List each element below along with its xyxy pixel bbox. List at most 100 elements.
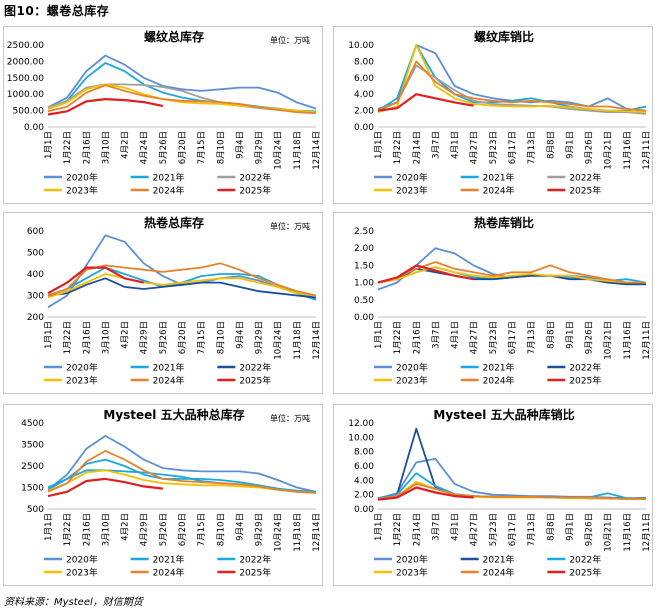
series-line-2025年 bbox=[377, 264, 474, 284]
y-tick-label: 2.00 bbox=[354, 107, 374, 117]
series-line-2025年 bbox=[377, 486, 474, 501]
series-line-2022年 bbox=[377, 64, 647, 115]
x-tick-label: 4月29日 bbox=[140, 513, 150, 546]
series-line-2024年 bbox=[377, 60, 647, 112]
x-tick-label: 1月22日 bbox=[63, 131, 73, 164]
legend-label: 2025年 bbox=[239, 567, 271, 579]
x-tick-label: 1月22日 bbox=[63, 513, 73, 546]
x-tick-label: 1月1日 bbox=[374, 131, 384, 159]
x-tick-label: 6月20日 bbox=[178, 321, 188, 354]
legend-label: 2023年 bbox=[396, 567, 428, 579]
legend-label: 2024年 bbox=[153, 185, 185, 197]
chart-title: 热卷总库存 bbox=[144, 215, 204, 230]
legend-label: 2020年 bbox=[66, 362, 98, 374]
x-tick-label: 12月11日 bbox=[642, 131, 652, 170]
y-tick-label: 1.50 bbox=[354, 261, 374, 271]
x-tick-label: 9月29日 bbox=[255, 321, 265, 354]
chart-panel-hrc-ratio: 热卷库销比 0.00 0.50 1.00 1.50 2.00 2.50 1月1日 1月22日 2月… bbox=[333, 212, 653, 394]
y-tick-label: 0.00 bbox=[24, 123, 44, 133]
chart-svg-2: 热卷总库存 单位：万吨 200 300 400 500 600 1月1日 1月22日 2月16日 3… bbox=[27, 215, 322, 387]
x-tick-label: 4月1日 bbox=[451, 513, 461, 541]
legend-label: 2021年 bbox=[483, 554, 515, 566]
x-tick-label: 11月16日 bbox=[623, 131, 633, 170]
legend-label: 2024年 bbox=[483, 185, 515, 197]
x-tick-label: 9月1日 bbox=[565, 513, 575, 541]
legend-label: 2023年 bbox=[396, 375, 428, 387]
x-tick-label: 9月4日 bbox=[235, 513, 245, 541]
x-tick-label: 9月1日 bbox=[565, 321, 575, 349]
x-tick-label: 4月2日 bbox=[121, 131, 131, 159]
y-tick-label: 1000.00 bbox=[7, 90, 44, 100]
legend-label: 2020年 bbox=[396, 172, 428, 184]
x-tick-label: 9月29日 bbox=[255, 131, 265, 164]
x-tick-label: 8月10日 bbox=[216, 513, 226, 546]
x-tick-label: 5月26日 bbox=[159, 513, 169, 546]
source-note: 资料来源：Mysteel，财信期货 bbox=[4, 597, 143, 608]
x-tick-label: 8月10日 bbox=[216, 131, 226, 164]
x-tick-label: 9月26日 bbox=[585, 131, 595, 164]
x-tick-label: 9月29日 bbox=[255, 513, 265, 546]
x-tick-label: 2月14日 bbox=[412, 131, 422, 164]
y-tick-label: 0.50 bbox=[354, 296, 374, 306]
x-tick-label: 1月1日 bbox=[374, 321, 384, 349]
x-tick-label: 5月23日 bbox=[489, 131, 499, 164]
y-tick-label: 600 bbox=[27, 227, 44, 237]
x-tick-label: 8月8日 bbox=[546, 321, 556, 349]
y-tick-label: 1500 bbox=[21, 484, 44, 494]
x-tick-label: 6月20日 bbox=[178, 131, 188, 164]
series-line-2023年 bbox=[47, 273, 317, 299]
x-tick-label: 7月15日 bbox=[197, 513, 207, 546]
y-tick-label: 0.00 bbox=[354, 123, 374, 133]
x-tick-label: 1月22日 bbox=[393, 131, 403, 164]
x-tick-label: 5月26日 bbox=[159, 321, 169, 354]
y-tick-label: 1.00 bbox=[354, 279, 374, 289]
x-tick-label: 5月23日 bbox=[489, 513, 499, 546]
legend-label: 2020年 bbox=[66, 172, 98, 184]
y-tick-label: 0.00 bbox=[354, 505, 374, 515]
x-tick-label: 3月7日 bbox=[431, 131, 441, 159]
x-tick-label: 1月1日 bbox=[44, 321, 54, 349]
x-tick-label: 1月22日 bbox=[393, 513, 403, 546]
y-tick-label: 2.00 bbox=[354, 491, 374, 501]
legend-label: 2025年 bbox=[569, 567, 601, 579]
y-tick-label: 400 bbox=[27, 270, 44, 280]
legend-label: 2023年 bbox=[396, 185, 428, 197]
y-tick-label: 4.00 bbox=[354, 90, 374, 100]
x-tick-label: 2月16日 bbox=[82, 321, 92, 354]
x-tick-label: 4月27日 bbox=[470, 513, 480, 546]
y-tick-label: 2000.00 bbox=[7, 57, 44, 67]
legend-label: 2025年 bbox=[569, 375, 601, 387]
series-line-2020年 bbox=[47, 234, 317, 309]
x-tick-label: 9月26日 bbox=[585, 321, 595, 354]
y-tick-label: 6.00 bbox=[354, 74, 374, 84]
x-tick-label: 3月7日 bbox=[431, 513, 441, 541]
y-tick-label: 4500 bbox=[21, 419, 44, 429]
x-tick-label: 1月1日 bbox=[44, 513, 54, 541]
x-tick-label: 4月24日 bbox=[140, 131, 150, 164]
legend-label: 2020年 bbox=[66, 554, 98, 566]
legend-label: 2021年 bbox=[483, 172, 515, 184]
series-line-2022年 bbox=[47, 277, 317, 299]
unit-label: 单位：万吨 bbox=[270, 35, 310, 45]
x-tick-label: 9月4日 bbox=[235, 131, 245, 159]
x-tick-label: 6月20日 bbox=[178, 513, 188, 546]
x-tick-label: 8月8日 bbox=[546, 131, 556, 159]
x-tick-label: 6月17日 bbox=[508, 321, 518, 354]
series-line-2025年 bbox=[47, 266, 144, 295]
x-tick-label: 7月15日 bbox=[197, 131, 207, 164]
legend-label: 2022年 bbox=[239, 362, 271, 374]
y-tick-label: 300 bbox=[27, 292, 44, 302]
series-line-2024年 bbox=[47, 450, 317, 494]
y-tick-label: 500 bbox=[27, 249, 44, 259]
x-tick-label: 12月14日 bbox=[312, 321, 322, 360]
chart-title: Mysteel 五大品种总库存 bbox=[103, 407, 244, 422]
x-tick-label: 10月21日 bbox=[604, 131, 614, 170]
series-line-2021年 bbox=[377, 44, 647, 112]
chart-title: 热卷库销比 bbox=[474, 215, 534, 230]
x-tick-label: 4月27日 bbox=[470, 321, 480, 354]
y-tick-label: 2.00 bbox=[354, 244, 374, 254]
x-tick-label: 8月8日 bbox=[546, 513, 556, 541]
legend-label: 2021年 bbox=[153, 172, 185, 184]
y-tick-label: 1500.00 bbox=[7, 74, 44, 84]
series-line-2025年 bbox=[47, 97, 164, 116]
